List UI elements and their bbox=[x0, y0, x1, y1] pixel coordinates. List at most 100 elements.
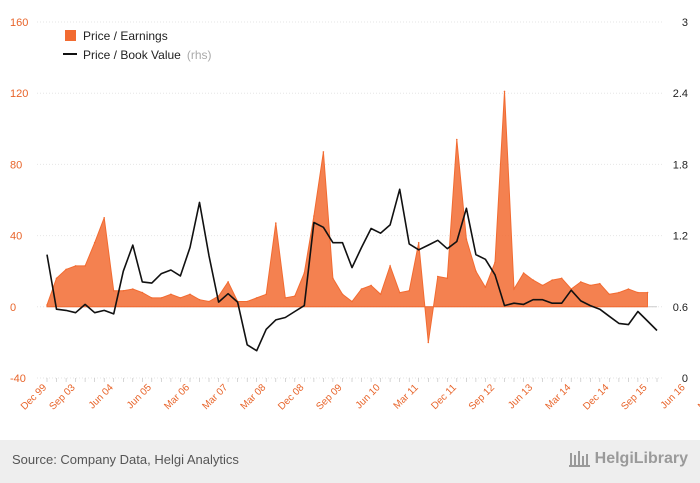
footer: Source: Company Data, Helgi Analytics He… bbox=[0, 440, 700, 483]
y-left-tick-label: 0 bbox=[10, 302, 16, 314]
pe-point bbox=[580, 281, 582, 283]
pe-point bbox=[398, 291, 401, 294]
pe-point bbox=[132, 288, 134, 290]
y-axis-left: 160 120 80 40 0 -40 bbox=[10, 17, 28, 385]
y-left-tick-label: 160 bbox=[10, 17, 28, 29]
pe-point bbox=[294, 295, 296, 297]
y-right-tick-label: 2.4 bbox=[673, 88, 688, 100]
pe-point bbox=[170, 293, 172, 296]
pe-point bbox=[570, 288, 572, 290]
grid-lines bbox=[37, 21, 662, 379]
pe-point bbox=[303, 272, 306, 274]
pe-point bbox=[103, 217, 105, 219]
y-right-tick-label: 3 bbox=[682, 17, 688, 29]
pe-point bbox=[141, 291, 144, 294]
pe-point bbox=[513, 288, 515, 290]
x-tick-label: Mar 14 bbox=[544, 382, 574, 412]
pe-point bbox=[494, 261, 496, 264]
pe-point bbox=[246, 300, 248, 303]
pe-point bbox=[446, 277, 449, 280]
pe-point bbox=[255, 297, 258, 299]
y-left-tick-label: -40 bbox=[10, 373, 26, 385]
pe-point bbox=[265, 293, 268, 296]
pe-point bbox=[122, 290, 125, 292]
x-tick-label: Mar 06 bbox=[162, 382, 192, 412]
pe-point bbox=[360, 288, 363, 290]
pe-point bbox=[227, 281, 229, 283]
y-right-tick-label: 0.6 bbox=[673, 302, 688, 314]
pe-point bbox=[112, 290, 115, 292]
x-tick-label: Jun 05 bbox=[125, 382, 154, 411]
x-tick-label: Jun 13 bbox=[506, 382, 535, 411]
x-tick-label: Mar 11 bbox=[392, 382, 422, 412]
pe-point bbox=[637, 291, 639, 294]
pe-point bbox=[437, 275, 439, 278]
pe-point bbox=[484, 286, 487, 289]
pe-point bbox=[560, 277, 563, 280]
y-right-tick-label: 1.8 bbox=[673, 159, 688, 171]
y-right-tick-label: 0 bbox=[682, 373, 688, 385]
pe-point bbox=[84, 265, 86, 267]
pb-line bbox=[46, 188, 658, 352]
pe-point bbox=[427, 341, 430, 344]
pe-point bbox=[313, 215, 315, 217]
pe-point bbox=[589, 284, 592, 287]
pe-point bbox=[275, 222, 277, 224]
pe-point bbox=[408, 290, 411, 292]
pe-area bbox=[46, 91, 649, 343]
pe-point bbox=[541, 284, 544, 287]
pe-point bbox=[608, 293, 611, 296]
pe-point bbox=[465, 238, 468, 240]
pe-point bbox=[322, 151, 325, 153]
x-tick-label: Jun 04 bbox=[87, 382, 116, 411]
pb-series bbox=[46, 188, 658, 352]
x-tick-label: Dec 11 bbox=[429, 382, 459, 412]
pe-point bbox=[332, 277, 334, 280]
library-columns-icon bbox=[568, 451, 590, 467]
pe-point bbox=[74, 265, 77, 267]
source-text: Source: Company Data, Helgi Analytics bbox=[12, 452, 239, 467]
x-tick-label: Dec 14 bbox=[581, 382, 611, 412]
pe-point bbox=[522, 272, 525, 274]
pe-point bbox=[370, 284, 372, 287]
pe-point bbox=[189, 293, 191, 296]
pe-point bbox=[618, 291, 620, 294]
legend-pe-label: Price / Earnings bbox=[83, 29, 168, 43]
y-axis-right: 3 2.4 1.8 1.2 0.6 0 bbox=[673, 17, 688, 385]
pe-point bbox=[379, 293, 382, 296]
y-left-tick-label: 80 bbox=[10, 159, 22, 171]
pe-point bbox=[503, 90, 506, 93]
pe-point bbox=[417, 241, 420, 244]
pe-point bbox=[93, 241, 96, 244]
pe-point bbox=[179, 297, 182, 299]
pe-point bbox=[532, 279, 534, 281]
y-left-tick-label: 120 bbox=[10, 88, 28, 100]
pe-point bbox=[160, 297, 163, 299]
pe-point bbox=[351, 300, 353, 303]
pe-point bbox=[456, 138, 458, 141]
x-tick-label: Sep 15 bbox=[619, 382, 649, 412]
logo-text: HelgiLibrary bbox=[594, 450, 688, 467]
legend-pb-label: Price / Book Value (rhs) bbox=[83, 48, 212, 62]
pe-point bbox=[599, 282, 601, 285]
x-tick-label: Sep 12 bbox=[467, 382, 497, 412]
y-right-tick-label: 1.2 bbox=[673, 231, 688, 243]
pe-series bbox=[46, 90, 649, 344]
legend-pe-swatch bbox=[65, 30, 76, 41]
x-tick-label: Mar 07 bbox=[200, 382, 230, 412]
pe-point bbox=[65, 268, 67, 271]
x-tick-label: Mar 08 bbox=[239, 382, 269, 412]
pe-point bbox=[208, 300, 210, 303]
x-tick-label: Sep 03 bbox=[48, 382, 78, 412]
pe-point bbox=[475, 270, 477, 273]
x-tick-label: Mar 17 bbox=[696, 382, 700, 412]
pe-point bbox=[627, 288, 630, 290]
x-tick-label: Jun 10 bbox=[354, 382, 383, 411]
legend-pb-name: Price / Book Value bbox=[83, 48, 181, 62]
pe-point bbox=[198, 298, 201, 301]
y-left-tick-label: 40 bbox=[10, 231, 22, 243]
x-tick-label: Dec 08 bbox=[276, 382, 306, 412]
pe-point bbox=[284, 297, 287, 299]
